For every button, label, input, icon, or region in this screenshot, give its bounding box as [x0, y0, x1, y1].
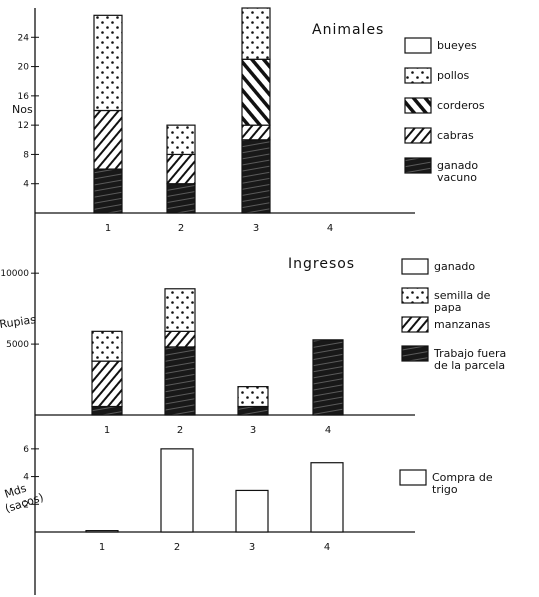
bar-segment [167, 154, 195, 183]
chart-title: Animales [312, 22, 384, 38]
legend-swatch [402, 317, 428, 332]
y-tick-label: 16 [18, 92, 30, 102]
bar-segment [165, 331, 195, 347]
bar-segment [242, 140, 270, 213]
legend-label: trigo [432, 483, 458, 496]
y-tick-label: 8 [23, 150, 29, 160]
bar-segment [92, 361, 122, 406]
bar-segment [165, 289, 195, 332]
bar-segment [161, 449, 193, 532]
x-tick-label: 4 [324, 542, 330, 553]
y-tick-label: 10000 [0, 269, 29, 279]
y-axis-label: Nos [12, 103, 33, 116]
bar-segment [238, 406, 268, 415]
bar-segment [311, 463, 343, 532]
x-tick-label: 2 [178, 223, 184, 234]
legend-swatch [405, 38, 431, 53]
legend-swatch [402, 346, 428, 361]
y-axis-label: Rupias [0, 313, 37, 331]
bar-segment [94, 15, 122, 110]
legend-label: vacuno [437, 171, 477, 184]
legend-label: manzanas [434, 318, 491, 331]
bar-segment [236, 490, 268, 532]
legend-label: pollos [437, 69, 470, 82]
y-tick-label: 6 [23, 445, 29, 455]
bar-segment [94, 169, 122, 213]
bar-segment [313, 340, 343, 415]
y-tick-label: 4 [23, 180, 29, 190]
legend-swatch [402, 288, 428, 303]
bar-segment [167, 184, 195, 213]
legend-label: bueyes [437, 39, 477, 52]
bar-segment [242, 8, 270, 59]
bar-segment [238, 387, 268, 407]
legend-swatch [405, 68, 431, 83]
x-tick-label: 3 [253, 223, 259, 234]
bar-segment [86, 531, 118, 532]
y-tick-label: 5000 [6, 340, 29, 350]
bar-segment [94, 111, 122, 170]
x-tick-label: 4 [325, 425, 331, 436]
legend-label: ganado [434, 260, 475, 273]
legend-swatch [405, 98, 431, 113]
legend-swatch [400, 470, 426, 485]
legend-label: papa [434, 301, 461, 314]
y-tick-label: 4 [23, 473, 29, 483]
y-tick-label: 12 [18, 121, 29, 131]
y-tick-label: 24 [18, 33, 30, 43]
chart-title: Ingresos [288, 256, 355, 272]
x-tick-label: 1 [105, 223, 111, 234]
y-tick-label: 20 [18, 63, 30, 73]
x-tick-label: 4 [327, 223, 333, 234]
bar-segment [242, 125, 270, 140]
legend-label: de la parcela [434, 359, 505, 372]
x-tick-label: 2 [177, 425, 183, 436]
x-tick-label: 3 [250, 425, 256, 436]
bar-segment [92, 331, 122, 361]
x-tick-label: 2 [174, 542, 180, 553]
bar-segment [92, 406, 122, 415]
bar-segment [242, 59, 270, 125]
x-tick-label: 3 [249, 542, 255, 553]
bar-segment [165, 347, 195, 415]
legend-swatch [405, 128, 431, 143]
legend-swatch [402, 259, 428, 274]
x-tick-label: 1 [99, 542, 105, 553]
y-tick-label: 2 [23, 500, 29, 510]
legend-label: cabras [437, 129, 474, 142]
bar-segment [167, 125, 195, 154]
legend-swatch [405, 158, 431, 173]
legend-label: corderos [437, 99, 485, 112]
x-tick-label: 1 [104, 425, 110, 436]
